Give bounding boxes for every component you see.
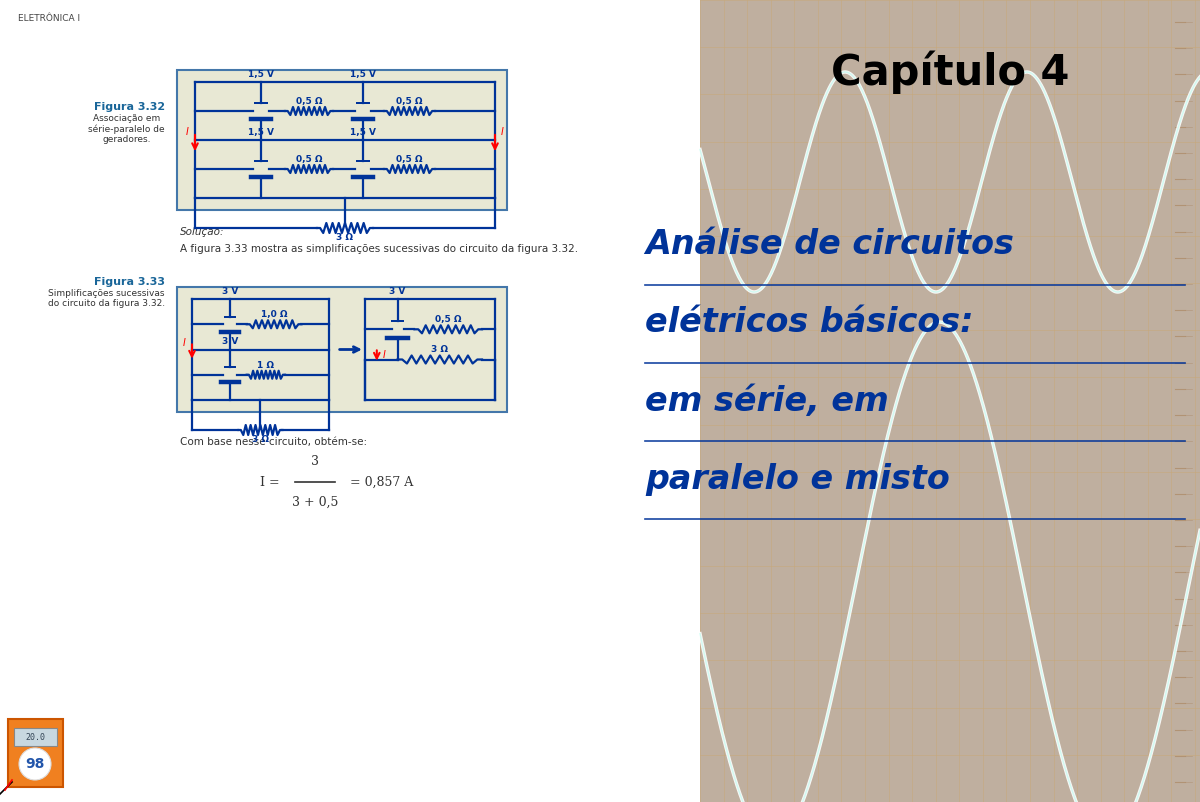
Text: 20.0: 20.0: [25, 732, 46, 742]
Text: 0,5 Ω: 0,5 Ω: [396, 155, 422, 164]
Bar: [14, 728, 58, 746]
Text: Simplificações sucessivas
do circuito da figura 3.32.: Simplificações sucessivas do circuito da…: [48, 289, 166, 309]
Text: Capítulo 4: Capítulo 4: [830, 51, 1069, 94]
Text: = 0,857 A: = 0,857 A: [350, 476, 413, 488]
Bar: [178, 287, 508, 412]
Circle shape: [19, 748, 50, 780]
Text: I: I: [502, 127, 504, 137]
Text: 3 V: 3 V: [389, 287, 406, 296]
Text: 1,5 V: 1,5 V: [350, 128, 376, 137]
Text: 1,5 V: 1,5 V: [248, 128, 274, 137]
Text: Análise de circuitos: Análise de circuitos: [646, 229, 1014, 261]
Bar: [178, 70, 508, 210]
Text: 1,0 Ω: 1,0 Ω: [260, 310, 287, 319]
Text: 1,5 V: 1,5 V: [248, 70, 274, 79]
Text: 3: 3: [311, 455, 319, 468]
Text: 3 V: 3 V: [222, 338, 239, 346]
Bar: [700, 0, 1200, 802]
Text: 0,5 Ω: 0,5 Ω: [434, 315, 462, 324]
Text: 3 Ω: 3 Ω: [431, 346, 449, 354]
Text: Solução:: Solução:: [180, 227, 224, 237]
Text: paralelo e misto: paralelo e misto: [646, 463, 949, 496]
Text: ELETRÔNICA I: ELETRÔNICA I: [18, 14, 80, 23]
Text: 0,5 Ω: 0,5 Ω: [396, 97, 422, 106]
Bar: [8, 719, 64, 787]
Text: I =: I =: [260, 476, 280, 488]
Text: elétricos básicos:: elétricos básicos:: [646, 306, 973, 339]
Text: 0,5 Ω: 0,5 Ω: [295, 97, 323, 106]
Text: 1,5 V: 1,5 V: [350, 70, 376, 79]
Text: I: I: [184, 338, 186, 349]
Text: 1 Ω: 1 Ω: [257, 361, 275, 370]
Text: 3 + 0,5: 3 + 0,5: [292, 496, 338, 509]
Text: 98: 98: [25, 757, 44, 771]
Text: em série, em: em série, em: [646, 384, 889, 418]
Text: 3 Ω: 3 Ω: [336, 233, 354, 242]
Text: I: I: [186, 127, 190, 137]
Text: Associação em
série-paralelo de
geradores.: Associação em série-paralelo de geradore…: [89, 114, 166, 144]
Text: Figura 3.33: Figura 3.33: [94, 277, 166, 287]
Text: Com base nesse circuito, obtém-se:: Com base nesse circuito, obtém-se:: [180, 437, 367, 447]
Text: 0,5 Ω: 0,5 Ω: [295, 155, 323, 164]
Text: 3 Ω: 3 Ω: [252, 435, 269, 444]
Text: Figura 3.32: Figura 3.32: [94, 102, 166, 112]
Text: I: I: [383, 350, 385, 361]
Text: 3 V: 3 V: [222, 287, 239, 296]
Text: A figura 3.33 mostra as simplificações sucessivas do circuito da figura 3.32.: A figura 3.33 mostra as simplificações s…: [180, 244, 578, 254]
